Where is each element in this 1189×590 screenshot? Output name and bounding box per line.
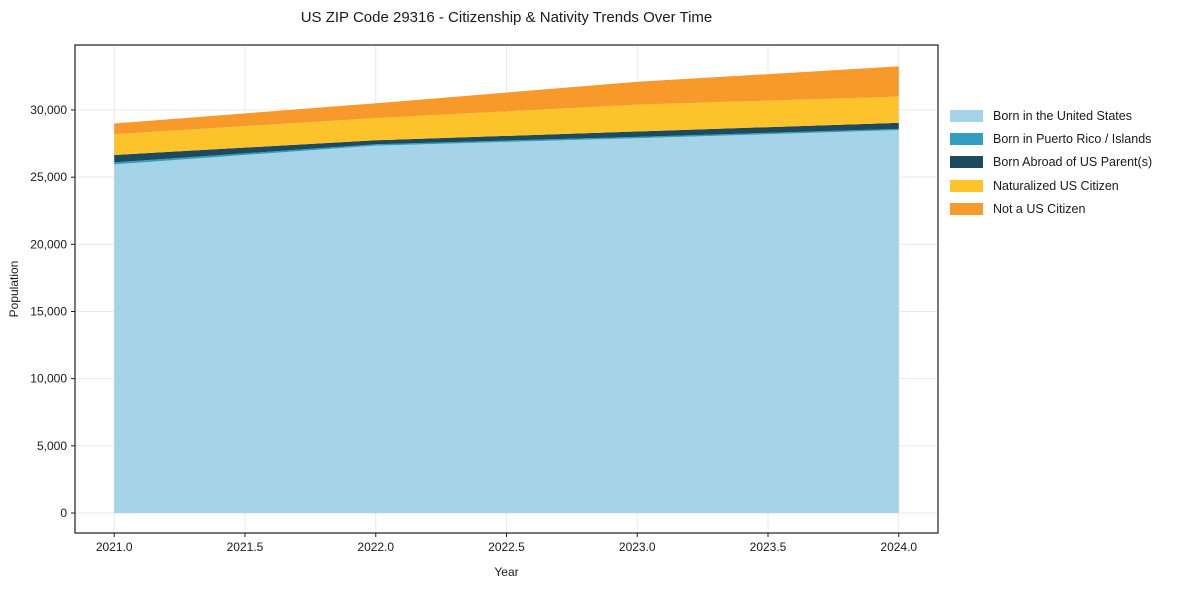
legend-item: Born in Puerto Rico / Islands bbox=[950, 127, 1152, 150]
area-series bbox=[114, 66, 899, 513]
x-tick-label: 2022.5 bbox=[488, 540, 525, 554]
chart-title: US ZIP Code 29316 - Citizenship & Nativi… bbox=[300, 9, 713, 26]
y-tick-label: 20,000 bbox=[30, 237, 67, 251]
legend-label: Born in the United States bbox=[993, 108, 1132, 123]
x-tick-label: 2023.0 bbox=[619, 540, 656, 554]
legend-label: Naturalized US Citizen bbox=[993, 178, 1119, 193]
y-tick-label: 5,000 bbox=[37, 439, 67, 453]
legend-swatch bbox=[950, 156, 983, 169]
x-tick-label: 2023.5 bbox=[750, 540, 787, 554]
area-band bbox=[114, 130, 899, 513]
legend-swatch bbox=[950, 132, 983, 145]
axis-ticks: 2021.0 2021.5 2022.0 2022.5 2023.0 2023.5 2024… bbox=[30, 103, 917, 554]
y-tick-label: 30,000 bbox=[30, 103, 67, 117]
legend-swatch bbox=[950, 202, 983, 215]
area-band bbox=[114, 128, 899, 165]
legend-item: Born Abroad of US Parent(s) bbox=[950, 151, 1152, 174]
x-tick-label: 2024.0 bbox=[880, 540, 917, 554]
legend-label: Not a US Citizen bbox=[993, 201, 1086, 216]
x-tick-label: 2021.5 bbox=[227, 540, 264, 554]
legend-item: Naturalized US Citizen bbox=[950, 174, 1152, 197]
x-tick-label: 2022.0 bbox=[357, 540, 394, 554]
legend-label: Born Abroad of US Parent(s) bbox=[993, 155, 1153, 170]
legend-swatch bbox=[950, 109, 983, 122]
area-band bbox=[114, 122, 899, 163]
y-tick-label: 15,000 bbox=[30, 305, 67, 319]
y-tick-label: 25,000 bbox=[30, 170, 67, 184]
legend-item: Born in the United States bbox=[950, 104, 1152, 127]
legend-swatch bbox=[950, 179, 983, 192]
legend-label: Born in Puerto Rico / Islands bbox=[993, 131, 1152, 146]
y-tick-label: 0 bbox=[60, 506, 67, 520]
legend: Born in the United States Born in Puerto … bbox=[950, 104, 1152, 220]
x-tick-label: 2021.0 bbox=[96, 540, 133, 554]
y-tick-label: 10,000 bbox=[30, 372, 67, 386]
area-band bbox=[114, 96, 899, 156]
x-axis-label: Year bbox=[494, 565, 519, 579]
area-band bbox=[114, 66, 899, 135]
legend-item: Not a US Citizen bbox=[950, 197, 1152, 220]
